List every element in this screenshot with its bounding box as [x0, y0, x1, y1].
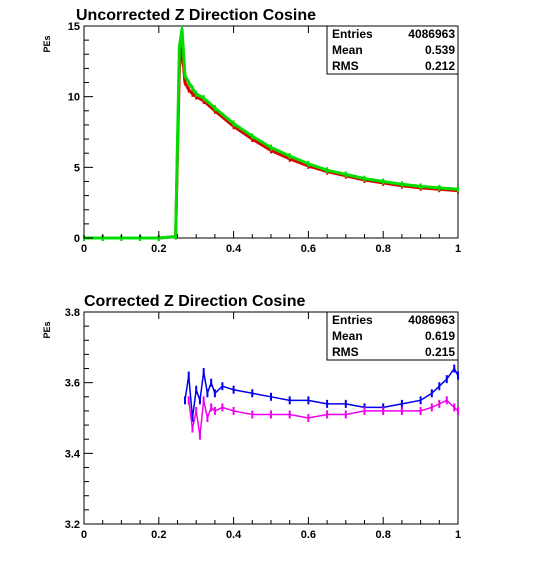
- y-tick-label: 3.6: [65, 378, 80, 390]
- x-tick-label: 0.8: [376, 243, 391, 255]
- stat-entries-value: 4086963: [408, 313, 455, 327]
- stat-rms-value: 0.212: [425, 59, 455, 73]
- stat-entries-value: 4086963: [408, 27, 455, 41]
- series-line: [187, 399, 459, 436]
- stat-mean-label: Mean: [332, 43, 363, 57]
- y-tick-label: 5: [74, 162, 80, 174]
- chart-title: Uncorrected Z Direction Cosine: [76, 7, 316, 24]
- x-tick-label: 1: [455, 243, 461, 255]
- stats-box: Entries 4086963 Mean 0.619 RMS 0.215: [326, 311, 459, 361]
- y-tick-label: 3.2: [65, 519, 80, 531]
- x-tick-label: 0.2: [151, 243, 166, 255]
- x-tick-label: 0.2: [151, 529, 166, 541]
- stat-rms-label: RMS: [332, 345, 359, 359]
- panel-corrected: Corrected Z Direction Cosine PEs 0 0.2 0.4…: [42, 293, 461, 541]
- stat-mean-value: 0.539: [425, 43, 455, 57]
- series-line: [184, 367, 459, 419]
- y-tick-label: 10: [68, 92, 80, 104]
- y-tick-label: 3.4: [65, 448, 81, 460]
- x-tick-label: 0: [81, 243, 87, 255]
- x-tick-label: 0.4: [226, 243, 242, 255]
- series-line: [84, 47, 459, 240]
- stat-entries-label: Entries: [332, 27, 373, 41]
- y-tick-label: 3.8: [65, 307, 80, 319]
- panel-uncorrected: Uncorrected Z Direction Cosine PEs 0 0.2 0…: [42, 7, 461, 255]
- stat-entries-label: Entries: [332, 313, 373, 327]
- x-tick-label: 0.8: [376, 529, 391, 541]
- chart-title: Corrected Z Direction Cosine: [84, 293, 305, 310]
- stat-rms-label: RMS: [332, 59, 359, 73]
- x-tick-label: 1: [455, 529, 461, 541]
- x-tick-label: 0.6: [301, 243, 316, 255]
- x-tick-label: 0.4: [226, 529, 242, 541]
- stats-box: Entries 4086963 Mean 0.539 RMS 0.212: [326, 25, 459, 75]
- x-tick-label: 0: [81, 529, 87, 541]
- data-marks: [83, 25, 459, 241]
- y-axis-label: PEs: [42, 321, 52, 338]
- stats-frame: [326, 311, 459, 361]
- y-tick-label: 15: [68, 21, 80, 33]
- stat-rms-value: 0.215: [425, 345, 455, 359]
- data-marks: [183, 364, 459, 440]
- stat-mean-label: Mean: [332, 329, 363, 343]
- y-axis-label: PEs: [42, 35, 52, 52]
- axis-ticks: 0 0.2 0.4 0.6 0.8 1 3.2 3.4 3.6 3.8: [65, 307, 461, 541]
- y-tick-label: 0: [74, 233, 80, 245]
- x-tick-label: 0.6: [301, 529, 316, 541]
- stats-frame: [326, 25, 459, 75]
- stat-mean-value: 0.619: [425, 329, 455, 343]
